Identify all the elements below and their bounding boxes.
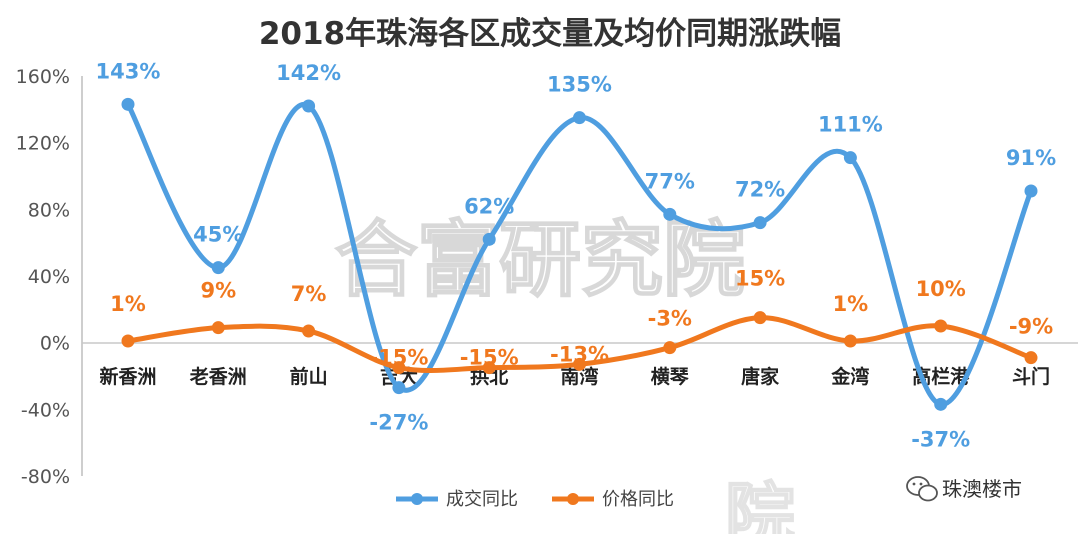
legend: 成交同比 价格同比 xyxy=(396,489,674,510)
data-label: 7% xyxy=(291,282,327,306)
source-badge: 珠澳楼市 xyxy=(906,476,1022,502)
legend-swatch-marker xyxy=(411,493,423,505)
data-label: -3% xyxy=(648,307,692,331)
y-tick-label: 0% xyxy=(40,333,70,355)
data-point xyxy=(121,334,135,348)
data-point xyxy=(302,324,316,338)
data-point xyxy=(482,232,496,246)
x-tick-label: 唐家 xyxy=(741,365,780,388)
data-label: 45% xyxy=(193,223,243,247)
x-tick-label: 老香洲 xyxy=(190,365,247,388)
data-label: -27% xyxy=(369,411,428,435)
data-point xyxy=(1024,184,1038,198)
y-tick-label: -80% xyxy=(21,466,70,488)
data-label: -13% xyxy=(550,342,609,366)
data-point xyxy=(843,334,857,348)
legend-label: 价格同比 xyxy=(602,489,674,510)
data-label: 91% xyxy=(1006,146,1056,170)
data-label: 1% xyxy=(833,292,869,316)
data-point xyxy=(1024,351,1038,365)
data-label: 77% xyxy=(645,169,695,193)
source-text: 珠澳楼市 xyxy=(942,477,1022,501)
watermark-text: 合富研究院 xyxy=(335,213,745,308)
watermark-partial: 院 xyxy=(725,475,795,534)
data-label: 1% xyxy=(110,292,146,316)
x-tick-label: 南湾 xyxy=(560,365,598,388)
data-label: -9% xyxy=(1009,315,1053,339)
data-point xyxy=(573,111,586,125)
data-label: 111% xyxy=(818,113,883,137)
data-label: 10% xyxy=(916,277,966,301)
x-tick-label: 拱北 xyxy=(470,366,508,388)
data-label: -37% xyxy=(911,427,970,451)
series-layer xyxy=(121,97,1038,411)
y-tick-label: 80% xyxy=(28,199,70,221)
chart-title: 2018年珠海各区成交量及均价同期涨跌幅 xyxy=(259,16,841,52)
legend-swatch-marker xyxy=(567,493,579,505)
data-point xyxy=(753,311,767,325)
legend-label: 成交同比 xyxy=(446,489,518,510)
y-tick-labels: 160% 120% 80% 40% 0% -40% -80% xyxy=(16,66,70,488)
y-tick-label: 160% xyxy=(16,66,70,88)
data-point xyxy=(934,319,948,333)
data-point xyxy=(211,321,225,335)
x-tick-label: 横琴 xyxy=(651,365,690,388)
data-label: 142% xyxy=(276,61,341,85)
data-point xyxy=(392,361,406,375)
data-label: 9% xyxy=(200,279,236,303)
data-label: 135% xyxy=(547,73,612,97)
data-point xyxy=(211,261,225,275)
data-point xyxy=(663,341,677,355)
wechat-icon xyxy=(906,476,938,502)
data-labels: 143% 45% 142% -27% 62% 135% 77% 72% 111% -37% 91% 1… xyxy=(96,59,1057,451)
x-tick-label: 高栏港 xyxy=(912,365,970,388)
data-label: 62% xyxy=(464,194,514,218)
data-point xyxy=(753,216,767,230)
x-tick-labels: 新香洲 老香洲 前山 吉大 拱北 南湾 横琴 唐家 金湾 高栏港 斗门 xyxy=(99,365,1050,388)
x-tick-label: 前山 xyxy=(290,365,328,388)
data-point xyxy=(663,207,677,221)
data-point xyxy=(934,397,948,411)
data-point xyxy=(482,361,496,375)
x-tick-label: 金湾 xyxy=(830,365,869,388)
data-point xyxy=(302,99,316,113)
data-label: 15% xyxy=(735,267,785,291)
data-point xyxy=(392,381,406,395)
data-point xyxy=(121,97,135,111)
y-tick-label: 40% xyxy=(28,266,70,288)
data-label: 143% xyxy=(96,59,161,83)
data-label: -15% xyxy=(369,346,428,370)
data-point xyxy=(843,151,857,165)
data-point xyxy=(573,357,586,371)
x-tick-label: 斗门 xyxy=(1012,365,1050,388)
y-tick-label: 120% xyxy=(16,133,70,155)
x-tick-label: 新香洲 xyxy=(99,365,156,388)
series-line-volume xyxy=(125,101,1034,407)
data-label: 72% xyxy=(735,178,785,202)
y-tick-label: -40% xyxy=(21,399,70,421)
data-label: -15% xyxy=(460,346,519,370)
